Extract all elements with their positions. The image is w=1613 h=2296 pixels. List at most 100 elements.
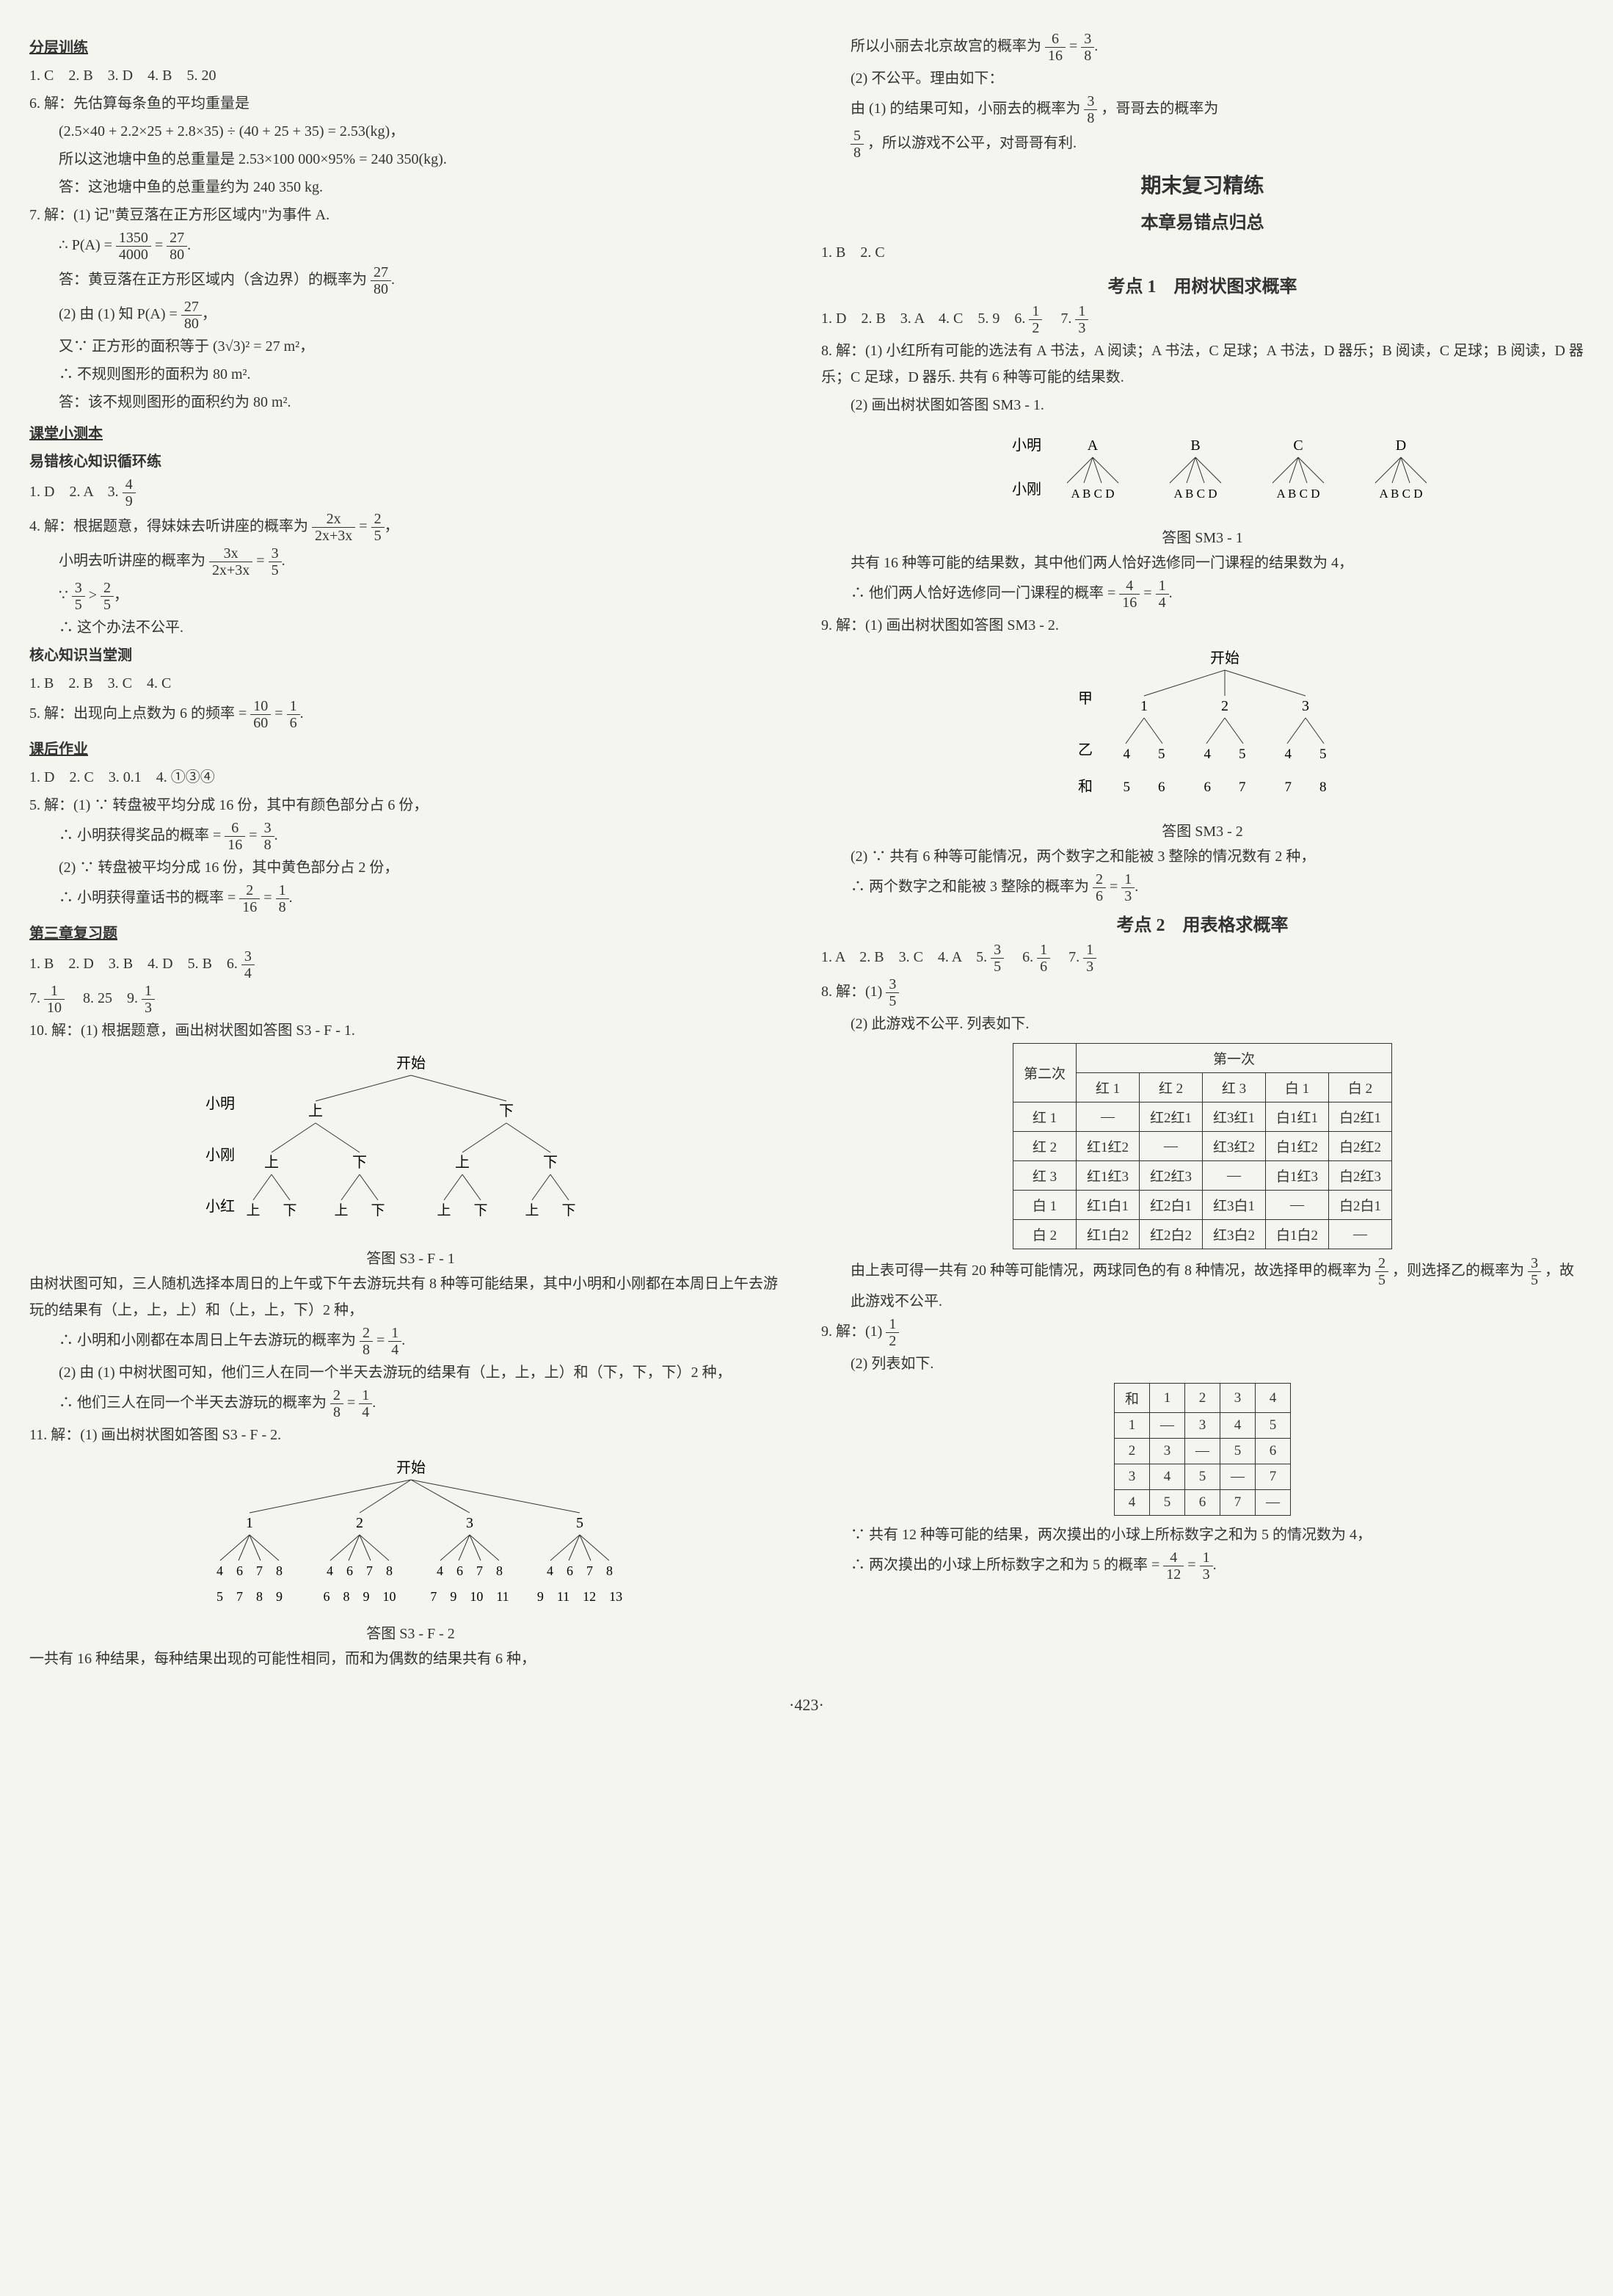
svg-text:下: 下	[371, 1203, 385, 1218]
svg-text:5: 5	[576, 1515, 583, 1531]
tree1-caption: 答图 S3 - F - 1	[29, 1246, 792, 1268]
formula-line: 小明去听讲座的概率为 3x2x+3x = 35.	[29, 545, 792, 578]
tree-diagram-4: 开始 甲 123 乙 4 5 4 5 4 5 和 5 6 6 7 7 8	[1019, 644, 1386, 813]
text-line: 答：这池塘中鱼的总重量约为 240 350 kg.	[29, 174, 792, 200]
text-line: 7. 解：(1) 记"黄豆落在正方形区域内"为事件 A.	[29, 202, 792, 228]
formula-line: 1. A 2. B 3. C 4. A 5. 35 6. 16 7. 13	[821, 942, 1584, 975]
svg-text:下: 下	[543, 1155, 558, 1171]
svg-text:5 7 8 9: 5 7 8 9	[216, 1589, 283, 1604]
svg-text:A B C D: A B C D	[1173, 487, 1217, 501]
formula-line: 由 (1) 的结果可知，小丽去的概率为 38 ，哥哥去的概率为	[821, 93, 1584, 126]
svg-text:2: 2	[356, 1515, 363, 1531]
formula-line: ∴ 两个数字之和能被 3 整除的概率为 26 = 13.	[821, 871, 1584, 904]
formula-line: 58 ，所以游戏不公平，对哥哥有利.	[821, 128, 1584, 161]
formula-line: 7. 110 8. 25 9. 13	[29, 983, 792, 1016]
section3-header: 课后作业	[29, 737, 792, 758]
section1-header: 分层训练	[29, 35, 792, 57]
svg-text:小刚: 小刚	[1012, 481, 1041, 498]
svg-text:下: 下	[473, 1203, 487, 1218]
svg-text:7 8: 7 8	[1284, 780, 1326, 795]
text-line: 5. 解：(1) ∵ 转盘被平均分成 16 份，其中有颜色部分占 6 份，	[29, 792, 792, 818]
text-line: (2) 此游戏不公平. 列表如下.	[821, 1011, 1584, 1037]
text-line: (2) 画出树状图如答图 SM3 - 1.	[821, 392, 1584, 418]
svg-text:1: 1	[1140, 698, 1148, 714]
svg-text:上: 上	[437, 1202, 451, 1218]
svg-text:小明: 小明	[205, 1095, 235, 1112]
formula-line: 1. D 2. B 3. A 4. C 5. 9 6. 12 7. 13	[821, 303, 1584, 336]
text-line: 11. 解：(1) 画出树状图如答图 S3 - F - 2.	[29, 1422, 792, 1448]
section4-header: 第三章复习题	[29, 921, 792, 942]
text-line: 一共有 16 种结果，每种结果出现的可能性相同，而和为偶数的结果共有 6 种，	[29, 1646, 792, 1672]
formula-line: 9. 解：(1) 12	[821, 1316, 1584, 1349]
svg-text:D: D	[1395, 437, 1405, 454]
text-line: (2) 由 (1) 中树状图可知，他们三人在同一个半天去游玩的结果有（上，上，上…	[29, 1359, 792, 1386]
kaodian1-title: 考点 1 用树状图求概率	[821, 272, 1584, 297]
svg-text:上: 上	[455, 1154, 470, 1171]
text-line: (2) ∵ 转盘被平均分成 16 份，其中黄色部分占 2 份，	[29, 854, 792, 881]
formula-line: ∴ 两次摸出的小球上所标数字之和为 5 的概率 = 412 = 13.	[821, 1550, 1584, 1583]
svg-text:2: 2	[1221, 698, 1228, 714]
svg-text:B: B	[1190, 437, 1200, 454]
svg-text:A: A	[1087, 437, 1098, 454]
left-column: 分层训练 1. C 2. B 3. D 4. B 5. 20 6. 解：先估算每…	[29, 29, 792, 1674]
tree-root: 开始	[396, 1055, 426, 1072]
formula-line: ∴ 他们三人在同一个半天去游玩的概率为 28 = 14.	[29, 1387, 792, 1420]
text-line: ∴ 这个办法不公平.	[29, 614, 792, 641]
tree3-caption: 答图 SM3 - 1	[821, 526, 1584, 547]
svg-text:4 6 7 8: 4 6 7 8	[216, 1563, 283, 1578]
formula-line: ∴ P(A) = 13504000 = 2780.	[29, 230, 792, 263]
svg-text:6 7: 6 7	[1204, 780, 1245, 795]
formula-line: 5. 解：出现向上点数为 6 的频率 = 1060 = 16.	[29, 698, 792, 731]
text-line: ∵ 共有 12 种等可能的结果，两次摸出的小球上所标数字之和为 5 的情况数为 …	[821, 1522, 1584, 1548]
subtitle: 本章易错点归总	[821, 208, 1584, 233]
svg-text:4 5: 4 5	[1123, 746, 1165, 762]
text-line: 答：该不规则图形的面积约为 80 m².	[29, 389, 792, 415]
tree2-caption: 答图 S3 - F - 2	[29, 1621, 792, 1643]
formula-line: ∴ 小明获得奖品的概率 = 616 = 38.	[29, 820, 792, 853]
svg-text:4 6 7 8: 4 6 7 8	[437, 1563, 503, 1578]
svg-text:6 8 9 10: 6 8 9 10	[323, 1589, 396, 1604]
text-line: 1. B 2. C	[821, 239, 1584, 266]
formula-line: 8. 解：(1) 35	[821, 976, 1584, 1009]
text-line: (2.5×40 + 2.2×25 + 2.8×35) ÷ (40 + 25 + …	[29, 118, 792, 145]
svg-text:4 6 7 8: 4 6 7 8	[547, 1563, 613, 1578]
svg-text:9 11 12 13: 9 11 12 13	[536, 1589, 622, 1604]
svg-text:3: 3	[1302, 698, 1309, 714]
svg-text:甲: 甲	[1078, 691, 1093, 707]
text-line: 1. D 2. C 3. 0.1 4. ①③④	[29, 764, 792, 791]
svg-text:下: 下	[561, 1203, 575, 1218]
svg-text:上: 上	[308, 1102, 323, 1119]
svg-text:小红: 小红	[205, 1198, 235, 1215]
text-line: (2) 不公平。理由如下：	[821, 65, 1584, 92]
svg-text:4 5: 4 5	[1284, 746, 1326, 762]
formula-line: 所以小丽去北京故宫的概率为 616 = 38.	[821, 31, 1584, 64]
svg-text:上: 上	[334, 1202, 348, 1218]
svg-text:5 6: 5 6	[1123, 780, 1165, 795]
formula-line: 由上表可得一共有 20 种等可能情况，两球同色的有 8 种情况，故选择甲的概率为…	[821, 1255, 1584, 1315]
probability-table-1: 第二次第一次红 1红 2红 3白 1白 2红 1—红2红1红3红1白1红1白2红…	[1013, 1043, 1392, 1249]
svg-text:上: 上	[525, 1202, 539, 1218]
svg-text:开始: 开始	[1210, 650, 1239, 666]
text-line: 由树状图可知，三人随机选择本周日的上午或下午去游玩共有 8 种等可能结果，其中小…	[29, 1271, 792, 1323]
page-number: ·423·	[29, 1696, 1584, 1715]
text-line: 10. 解：(1) 根据题意，画出树状图如答图 S3 - F - 1.	[29, 1017, 792, 1044]
page-container: 分层训练 1. C 2. B 3. D 4. B 5. 20 6. 解：先估算每…	[29, 29, 1584, 1674]
svg-text:和: 和	[1078, 778, 1093, 795]
text-line: 共有 16 种等可能的结果数，其中他们两人恰好选修同一门课程的结果数为 4，	[821, 550, 1584, 576]
svg-text:上: 上	[246, 1202, 260, 1218]
text-line: (2) ∵ 共有 6 种等可能情况，两个数字之和能被 3 整除的情况数有 2 种…	[821, 843, 1584, 870]
section2-header: 课堂小测本	[29, 421, 792, 443]
svg-text:A B C D: A B C D	[1276, 487, 1319, 501]
svg-text:1: 1	[246, 1515, 253, 1531]
formula-line: 4. 解：根据题意，得妹妹去听讲座的概率为 2x2x+3x = 25，	[29, 511, 792, 544]
svg-text:下: 下	[352, 1155, 367, 1171]
svg-text:上: 上	[264, 1154, 279, 1171]
svg-text:3: 3	[466, 1515, 473, 1531]
tree-diagram-3: 小明 AB CD 小刚 A B C D A B C D A B C D A B …	[946, 424, 1460, 520]
main-title: 期末复习精练	[821, 170, 1584, 199]
right-column: 所以小丽去北京故宫的概率为 616 = 38. (2) 不公平。理由如下： 由 …	[821, 29, 1584, 1674]
text-line: 6. 解：先估算每条鱼的平均重量是	[29, 90, 792, 117]
tree4-caption: 答图 SM3 - 2	[821, 819, 1584, 840]
formula-line: 1. B 2. D 3. B 4. D 5. B 6. 34	[29, 948, 792, 981]
formula-line: ∴ 他们两人恰好选修同一门课程的概率 = 416 = 14.	[821, 578, 1584, 611]
